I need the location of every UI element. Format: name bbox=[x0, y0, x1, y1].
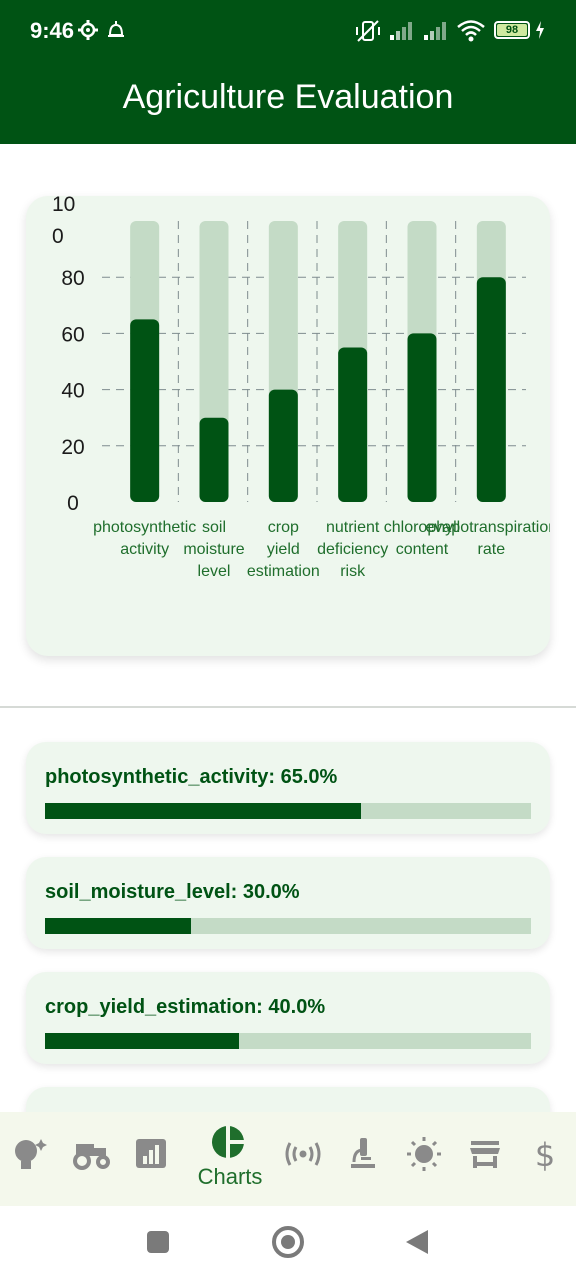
nav-item-tractor[interactable] bbox=[72, 1112, 112, 1206]
progress-card: photosynthetic_activity: 65.0% bbox=[26, 742, 550, 834]
x-tick-label: crop yield estimation bbox=[247, 519, 320, 580]
charging-icon bbox=[536, 21, 544, 39]
bar bbox=[130, 319, 160, 502]
nav-item-charts[interactable]: Charts bbox=[198, 1112, 262, 1206]
progress-label: photosynthetic_activity: 65.0% bbox=[45, 766, 338, 788]
sensor-signal-icon bbox=[285, 1142, 321, 1166]
signal-icon-2 bbox=[424, 22, 446, 40]
microscope-icon bbox=[351, 1138, 375, 1168]
battery-indicator: 98 bbox=[494, 21, 530, 39]
progress-card: soil_moisture_level: 30.0% bbox=[26, 857, 550, 949]
home-button[interactable] bbox=[272, 1226, 304, 1258]
store-icon bbox=[470, 1141, 500, 1168]
nav-item-sensors[interactable] bbox=[284, 1112, 322, 1206]
progress-track bbox=[45, 1033, 531, 1049]
y-tick-label: 60 bbox=[61, 323, 84, 346]
y-tick-label: 20 bbox=[61, 436, 84, 459]
bar bbox=[338, 347, 368, 502]
status-bar: 9:46 98 bbox=[0, 0, 576, 64]
x-tick-label: photosynthetic activity bbox=[93, 519, 196, 558]
tractor-icon bbox=[73, 1144, 110, 1170]
battery-level: 98 bbox=[505, 24, 519, 36]
bottom-nav: Charts bbox=[0, 1112, 576, 1206]
bar-chart-icon bbox=[136, 1139, 166, 1168]
bar bbox=[199, 417, 229, 502]
y-tick-label-top: 0 bbox=[52, 225, 64, 248]
sun-icon bbox=[407, 1137, 441, 1171]
lightbulb-sparkle-icon bbox=[15, 1139, 47, 1169]
progress-track bbox=[45, 918, 531, 934]
progress-card: crop_yield_estimation: 40.0% bbox=[26, 972, 550, 1064]
nav-label-charts: Charts bbox=[197, 1164, 263, 1189]
nav-item-lab[interactable] bbox=[348, 1112, 378, 1206]
x-tick-label: nutrient deficiency risk bbox=[317, 519, 388, 580]
dollar-icon: $ bbox=[535, 1136, 555, 1174]
signal-icon bbox=[390, 22, 412, 40]
bar bbox=[268, 389, 298, 502]
settings-icon bbox=[78, 20, 98, 40]
bar bbox=[476, 277, 506, 502]
back-button[interactable] bbox=[404, 1228, 430, 1256]
nav-item-weather[interactable] bbox=[406, 1112, 442, 1206]
progress-fill bbox=[45, 1033, 240, 1049]
x-tick-label: soil moisture level bbox=[183, 519, 244, 580]
progress-label: crop_yield_estimation: 40.0% bbox=[45, 996, 326, 1018]
svg-text:$: $ bbox=[535, 1136, 555, 1174]
pie-chart-icon bbox=[212, 1125, 246, 1159]
system-nav-bar bbox=[0, 1206, 576, 1280]
chart-card: photosynthetic activity soil moisture level c… bbox=[26, 196, 550, 656]
status-time: 9:46 bbox=[30, 18, 75, 43]
x-tick-label: evapotranspiration rate bbox=[426, 519, 550, 558]
progress-track bbox=[45, 803, 531, 819]
progress-fill bbox=[45, 803, 361, 819]
y-tick-label: 40 bbox=[61, 380, 84, 403]
y-tick-label: 0 bbox=[67, 492, 79, 515]
wifi-icon bbox=[457, 20, 485, 42]
divider bbox=[0, 706, 576, 708]
page-title: Agriculture Evaluation bbox=[122, 78, 454, 116]
y-tick-label-top: 10 bbox=[52, 196, 75, 216]
nav-item-market[interactable] bbox=[469, 1112, 501, 1206]
progress-label: soil_moisture_level: 30.0% bbox=[45, 881, 300, 903]
progress-fill bbox=[45, 918, 191, 934]
recents-button[interactable] bbox=[147, 1231, 169, 1253]
bar bbox=[407, 333, 437, 502]
x-tick-label: chlorophyll content bbox=[384, 519, 460, 558]
nav-item-finance[interactable]: $ bbox=[532, 1112, 558, 1206]
y-tick-label: 80 bbox=[61, 267, 84, 290]
nav-item-ideas[interactable] bbox=[10, 1112, 50, 1206]
vibrate-off-icon bbox=[356, 20, 380, 42]
alarm-icon bbox=[108, 21, 124, 37]
app-bar: Agriculture Evaluation bbox=[0, 64, 576, 144]
nav-item-stats[interactable] bbox=[134, 1112, 168, 1206]
